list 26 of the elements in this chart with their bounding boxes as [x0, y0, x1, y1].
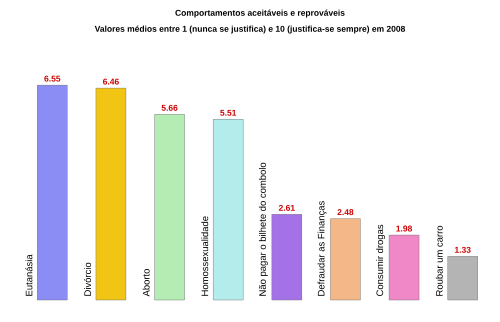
- data-label: 5.66: [162, 104, 178, 111]
- x-tick-label: Consumir drogas: [376, 224, 386, 296]
- bar: [330, 218, 361, 300]
- data-label: 2.61: [278, 204, 295, 211]
- data-label: 5.51: [220, 110, 236, 116]
- bar: [272, 214, 302, 300]
- bar: [37, 84, 68, 300]
- bar: [388, 234, 420, 300]
- bar: [96, 88, 126, 300]
- bar: [447, 256, 478, 300]
- data-label: 1.33: [454, 246, 471, 253]
- x-tick-label: Aborto: [142, 268, 150, 296]
- x-tick-label: Eutanásia: [25, 254, 32, 296]
- chart-title: Comportamentos aceitáveis e reprováveis: [175, 10, 345, 18]
- data-label: 6.55: [44, 76, 60, 82]
- x-tick-label: Defraudar as Finanças: [318, 201, 326, 296]
- x-tick-label: Homossexualidade: [201, 216, 208, 296]
- x-tick-label: Divórcio: [84, 262, 92, 296]
- data-label: 2.48: [337, 209, 354, 216]
- bar: [154, 114, 185, 300]
- x-tick-label: Roubar um carro: [436, 226, 443, 296]
- data-label: 6.46: [103, 78, 119, 85]
- bar: [212, 119, 244, 300]
- x-tick-label: Não pagar o bilhete do combolo: [258, 162, 268, 296]
- chart-subtitle: Valores médios entre 1 (nunca se justifica) e 10 (justifica-se sempre) em 2008: [94, 26, 406, 34]
- data-label: 1.98: [396, 226, 412, 232]
